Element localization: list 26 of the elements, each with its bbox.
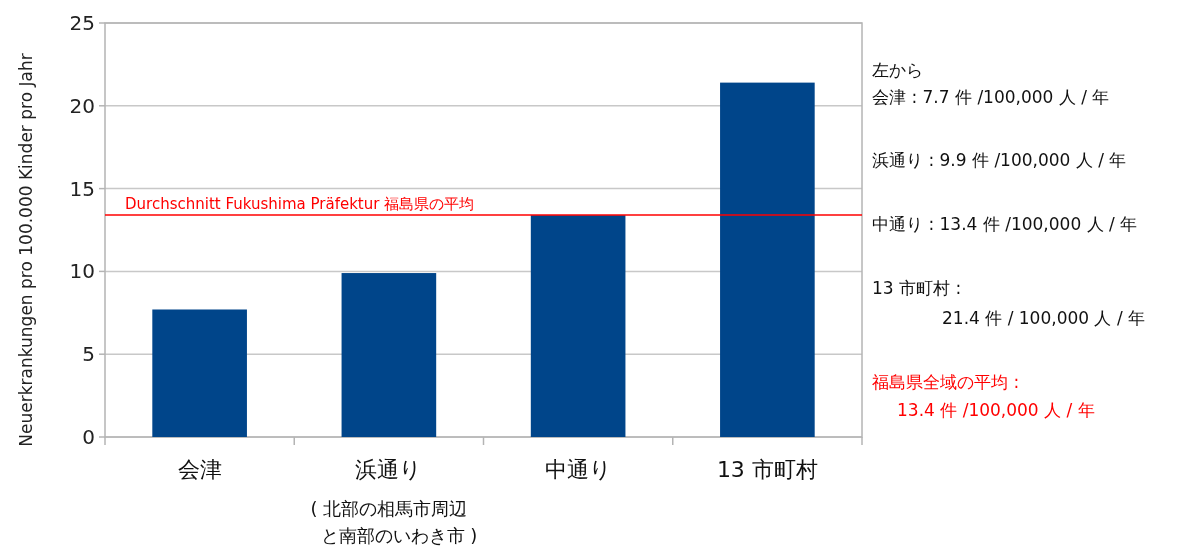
y-tick-label: 0: [82, 425, 95, 449]
y-tick-label: 15: [69, 176, 95, 201]
text: 左から: [872, 60, 923, 80]
bar: [530, 215, 626, 437]
text: 中通り : 13.4 件 /100,000 人 / 年: [872, 214, 1138, 234]
bar: [341, 273, 437, 437]
y-tick-label: 10: [69, 259, 95, 284]
text: ( 北部の相馬市周辺: [310, 498, 468, 519]
y-tick-label: 25: [69, 11, 95, 35]
x-tick-label: 中通り: [544, 457, 612, 482]
text: 21.4 件 / 100,000 人 / 年: [942, 308, 1146, 328]
text: 13.4 件 /100,000 人 / 年: [897, 400, 1095, 420]
text: 福島県全域の平均 :: [872, 372, 1020, 392]
bar: [152, 309, 247, 437]
ref-line-label: Durchschnitt Fukushima Präfektur 福島県の平均: [125, 195, 475, 214]
text: 会津 : 7.7 件 /100,000 人 / 年: [872, 87, 1110, 107]
text: 13 市町村 :: [872, 278, 962, 298]
y-tick-label: 20: [69, 93, 95, 118]
x-tick-label: 13 市町村: [716, 457, 818, 482]
text: 浜通り : 9.9 件 /100,000 人 / 年: [872, 150, 1127, 170]
bar: [720, 82, 815, 437]
x-tick-label: 会津: [177, 457, 222, 482]
x-tick-label: 浜通り: [355, 457, 423, 482]
text: と南部のいわき市 ): [320, 525, 478, 546]
y-tick-label: 5: [82, 342, 95, 367]
y-axis-title: Neuerkrankungen pro 100.000 Kinder pro Jahr: [16, 53, 36, 447]
